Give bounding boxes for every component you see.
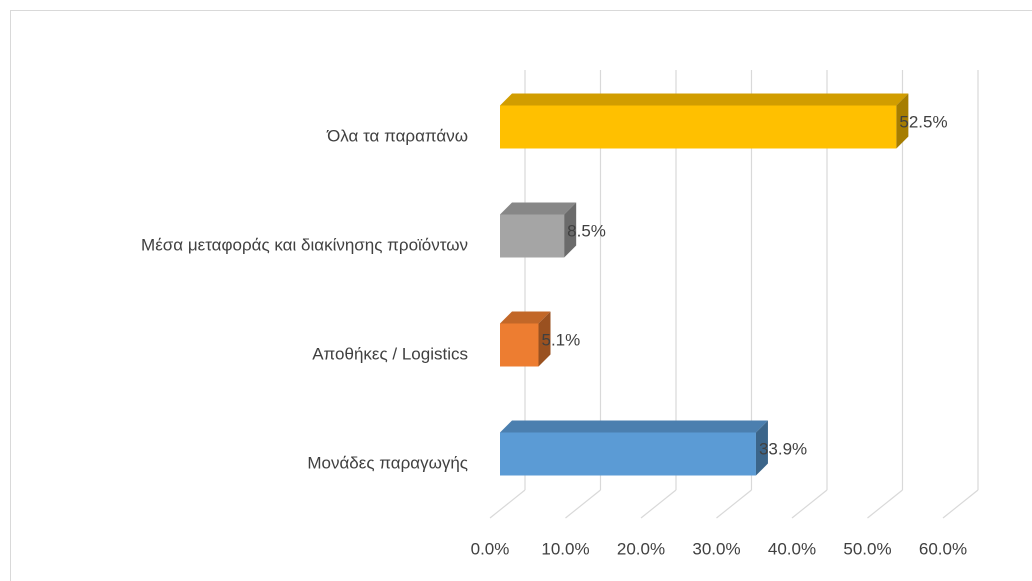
bar-top	[500, 93, 909, 106]
y-tick-label: Αποθήκες / Logistics	[312, 344, 468, 363]
y-tick-label: Όλα τα παραπάνω	[326, 126, 468, 145]
data-label: 8.5%	[567, 221, 606, 240]
bar	[500, 214, 565, 258]
bar-top	[500, 202, 577, 215]
grid-line	[640, 489, 677, 519]
bar-top	[500, 420, 768, 433]
bar	[500, 105, 897, 149]
y-tick-label: Μονάδες παραγωγής	[307, 453, 468, 472]
data-label: 5.1%	[542, 330, 581, 349]
bar-side	[538, 311, 551, 367]
grid-line	[716, 489, 752, 519]
bar-side	[755, 420, 768, 476]
grid-line	[565, 489, 601, 519]
bar	[500, 432, 756, 476]
x-tick-label: 40.0%	[768, 539, 816, 558]
x-tick-label: 30.0%	[692, 539, 740, 558]
grid-line	[942, 489, 979, 519]
x-tick-label: 50.0%	[843, 539, 891, 558]
grid-line	[791, 489, 828, 519]
data-label: 33.9%	[759, 439, 807, 458]
data-label: 52.5%	[899, 112, 947, 131]
bar-top	[500, 311, 551, 324]
x-tick-label: 0.0%	[471, 539, 510, 558]
bar	[500, 323, 539, 367]
x-tick-label: 60.0%	[919, 539, 967, 558]
bar-side	[896, 93, 909, 149]
bar-side	[564, 202, 577, 258]
x-tick-label: 20.0%	[617, 539, 665, 558]
x-tick-label: 10.0%	[541, 539, 589, 558]
grid-line	[489, 489, 526, 519]
grid-line	[867, 489, 903, 519]
y-tick-label: Μέσα μεταφοράς και διακίνησης προϊόντων	[141, 235, 468, 254]
